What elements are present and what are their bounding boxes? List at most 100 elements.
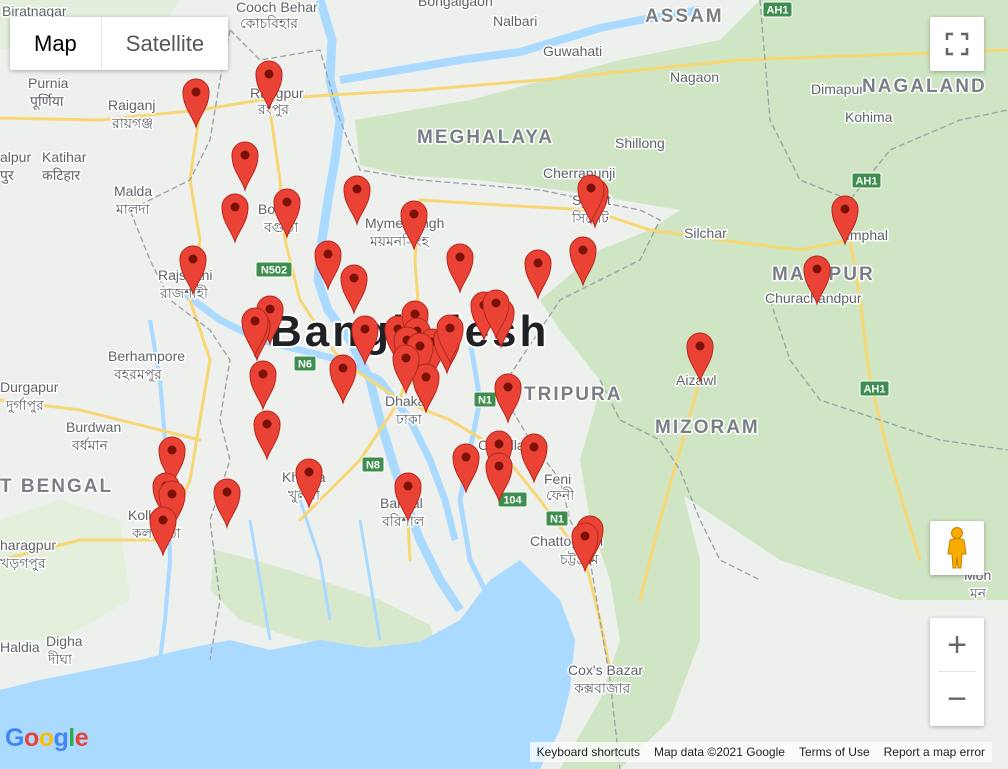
place-label: कटिहार — [42, 167, 80, 183]
keyboard-shortcuts-link[interactable]: Keyboard shortcuts — [536, 745, 640, 759]
map-type-satellite-button[interactable]: Satellite — [101, 17, 229, 70]
place-label: haragpur — [0, 537, 56, 553]
road-shield-label: N6 — [298, 359, 312, 371]
street-view-pegman-button[interactable] — [930, 521, 984, 575]
logo-letter: o — [38, 724, 54, 752]
map-marker[interactable] — [343, 175, 371, 226]
zoom-control: + − — [930, 618, 984, 726]
map-pin-dot — [258, 369, 268, 379]
map-pin-icon — [221, 193, 249, 244]
map-marker[interactable] — [231, 141, 259, 192]
place-label: ASSAM — [645, 6, 724, 27]
place-label: Purnia — [28, 75, 69, 91]
map-marker[interactable] — [436, 314, 464, 365]
map-marker[interactable] — [158, 436, 186, 487]
river-padma — [177, 287, 459, 541]
map-marker[interactable] — [241, 307, 269, 358]
map-marker[interactable] — [831, 195, 859, 246]
report-map-error-link[interactable]: Report a map error — [883, 745, 985, 759]
map-pin-icon — [400, 200, 428, 251]
map-marker[interactable] — [494, 373, 522, 424]
map-marker[interactable] — [577, 174, 605, 225]
map-marker[interactable] — [485, 452, 513, 503]
map-pin-icon — [392, 344, 420, 395]
map-pin-dot — [812, 264, 822, 274]
map-pin-dot — [410, 309, 420, 319]
map-pin-dot — [265, 304, 275, 314]
map-marker[interactable] — [255, 60, 283, 111]
place-label: पुर — [0, 167, 14, 184]
map-pin-icon — [249, 360, 277, 411]
divider — [938, 671, 976, 672]
road-shield-label: N502 — [261, 265, 287, 277]
place-label: Silchar — [684, 225, 727, 241]
map-pin-icon — [485, 452, 513, 503]
map-marker[interactable] — [482, 289, 510, 340]
map-marker[interactable] — [406, 332, 434, 383]
map-marker[interactable] — [179, 245, 207, 296]
place-label: Cherrapunji — [543, 165, 615, 181]
map-marker[interactable] — [569, 236, 597, 287]
map-marker[interactable] — [351, 315, 379, 366]
map-pin-icon — [482, 289, 510, 340]
map-type-map-button[interactable]: Map — [10, 17, 101, 70]
map-pin-dot — [250, 316, 260, 326]
map-type-toggle: Map Satellite — [10, 17, 229, 70]
map-pin-icon — [803, 255, 831, 306]
google-logo[interactable]: Google — [5, 724, 89, 753]
map-marker[interactable] — [412, 363, 440, 414]
zoom-in-button[interactable]: + — [947, 625, 967, 664]
map-marker[interactable] — [314, 240, 342, 291]
map-marker[interactable] — [182, 78, 210, 129]
map-marker[interactable] — [686, 332, 714, 383]
map-pin-dot — [401, 353, 411, 363]
river-delta — [248, 499, 382, 641]
terms-of-use-link[interactable]: Terms of Use — [798, 745, 870, 759]
map-marker[interactable] — [273, 188, 301, 239]
map-marker[interactable] — [524, 249, 552, 300]
place-label: Feni — [544, 471, 571, 487]
map-marker[interactable] — [571, 522, 599, 573]
map-marker[interactable] — [149, 506, 177, 557]
map-pin-dot — [415, 341, 425, 351]
map-marker[interactable] — [400, 200, 428, 251]
map-marker[interactable] — [520, 433, 548, 484]
map-marker[interactable] — [394, 472, 422, 523]
place-label: রায়গঞ্জ — [111, 115, 153, 131]
map-pin-dot — [282, 197, 292, 207]
map-marker[interactable] — [253, 410, 281, 461]
place-label: Cooch Behar — [236, 0, 318, 15]
map-marker[interactable] — [803, 255, 831, 306]
map-marker[interactable] — [446, 243, 474, 294]
map-marker[interactable] — [295, 458, 323, 509]
map-pin-icon — [182, 78, 210, 129]
road-shield: N8 — [361, 456, 385, 473]
map-marker[interactable] — [340, 264, 368, 315]
map-pin-dot — [188, 254, 198, 264]
map-marker[interactable] — [213, 478, 241, 529]
place-label: Biratnagar — [2, 3, 67, 19]
map-pin-icon — [179, 245, 207, 296]
forest-region — [210, 550, 440, 660]
road-shield: N1 — [473, 391, 497, 408]
map-marker[interactable] — [392, 344, 420, 395]
map-pin-icon — [524, 249, 552, 300]
place-label: Cox's Bazar — [568, 662, 643, 678]
map-pin-dot — [338, 363, 348, 373]
map-pin-dot — [304, 467, 314, 477]
map-pin-dot — [191, 87, 201, 97]
map-marker[interactable] — [221, 193, 249, 244]
map-pin-icon — [577, 174, 605, 225]
map-pin-icon — [231, 141, 259, 192]
map-marker[interactable] — [452, 443, 480, 494]
road-shield-background — [293, 355, 317, 372]
zoom-out-button[interactable]: − — [947, 679, 967, 718]
map-pin-dot — [421, 372, 431, 382]
map-pin-dot — [222, 487, 232, 497]
fullscreen-button[interactable] — [930, 17, 984, 71]
map-marker[interactable] — [249, 360, 277, 411]
map-pin-dot — [360, 324, 370, 334]
map-marker[interactable] — [329, 354, 357, 405]
